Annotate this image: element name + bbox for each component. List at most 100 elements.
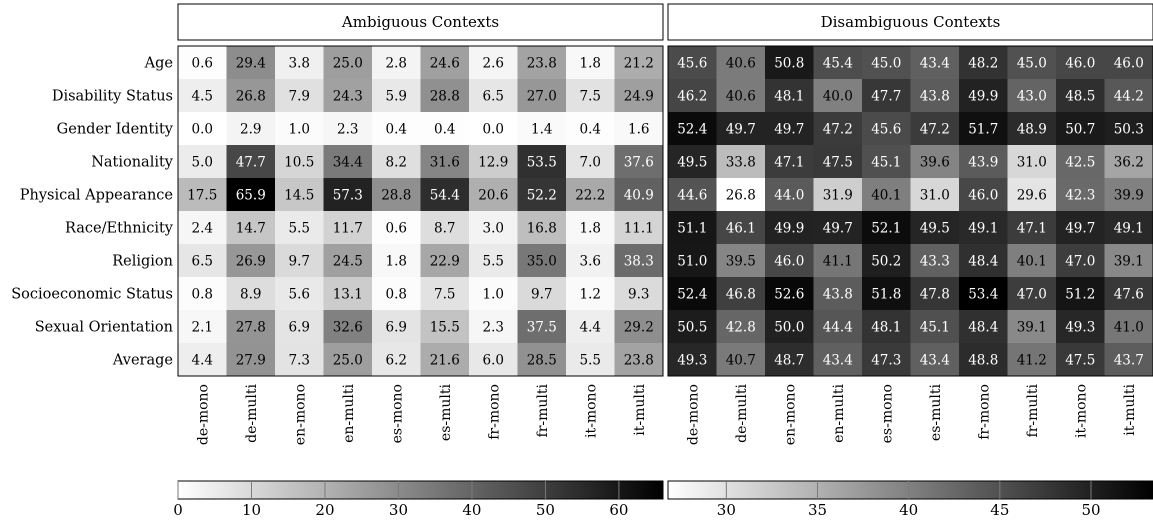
heatmap-cell: [1056, 211, 1105, 245]
row-label: Age: [144, 56, 173, 72]
cell-value-label: 50.3: [1114, 122, 1144, 138]
cell-value-label: 28.8: [381, 188, 411, 204]
cell-value-label: 45.6: [677, 56, 707, 72]
cell-value-label: 25.0: [333, 56, 363, 72]
cell-value-label: 3.8: [289, 56, 310, 72]
heatmap-cell: [813, 79, 863, 113]
cell-value-label: 49.7: [1065, 221, 1095, 237]
column-label: de-mono: [685, 384, 701, 445]
cell-value-label: 15.5: [430, 320, 460, 336]
cell-value-label: 51.7: [968, 122, 998, 138]
heatmap-cell: [1104, 112, 1153, 146]
column-label: fr-multi: [535, 383, 551, 437]
column-label: de-multi: [244, 383, 260, 442]
heatmap-cell: [716, 112, 766, 146]
cell-value-label: 34.4: [333, 155, 363, 171]
heatmap-cell: [275, 112, 324, 146]
cell-value-label: 50.5: [677, 320, 707, 336]
heatmap-cell: [862, 244, 911, 278]
heatmap-cell: [469, 46, 518, 80]
heatmap-cell: [614, 310, 664, 344]
heatmap-cell: [566, 277, 615, 311]
heatmap-cell: [226, 211, 276, 245]
cell-value-label: 37.5: [527, 320, 557, 336]
heatmap-cell: [323, 79, 373, 113]
cell-value-label: 48.8: [968, 353, 998, 369]
column-label: fr-mono: [976, 384, 992, 440]
column-label: es-mono: [879, 384, 895, 443]
heatmap-cell: [668, 178, 717, 212]
cell-value-label: 47.1: [1017, 221, 1047, 237]
cell-value-label: 29.2: [624, 320, 654, 336]
heatmap-cell: [716, 244, 766, 278]
cell-value-label: 27.9: [236, 353, 266, 369]
heatmap-cell: [765, 145, 814, 179]
heatmap-cell: [668, 145, 717, 179]
cell-value-label: 24.5: [333, 254, 363, 270]
cell-value-label: 48.2: [968, 56, 998, 72]
heatmap-cell: [323, 211, 373, 245]
heatmap-cell: [566, 112, 615, 146]
cell-value-label: 47.2: [920, 122, 950, 138]
cell-value-label: 43.4: [920, 56, 950, 72]
heatmap-cell: [716, 277, 766, 311]
cell-value-label: 0.6: [192, 56, 213, 72]
heatmap-cell: [323, 244, 373, 278]
heatmap-frame-disambiguous: [667, 45, 1153, 377]
cell-value-label: 26.9: [236, 254, 266, 270]
cell-value-label: 44.0: [774, 188, 804, 204]
cell-value-label: 1.4: [531, 122, 552, 138]
heatmap-cell: [420, 112, 470, 146]
heatmap-cell: [323, 112, 373, 146]
cell-value-label: 4.5: [192, 89, 213, 105]
heatmap-cell: [813, 310, 863, 344]
heatmap-cell: [614, 277, 664, 311]
cell-value-label: 45.0: [1017, 56, 1047, 72]
heatmap-cell: [372, 46, 421, 80]
cell-value-label: 51.1: [677, 221, 707, 237]
heatmap-cell: [517, 343, 567, 377]
cell-value-label: 16.8: [527, 221, 557, 237]
cell-value-label: 12.9: [478, 155, 508, 171]
cell-value-label: 2.9: [240, 122, 261, 138]
cell-value-label: 46.0: [1114, 56, 1144, 72]
colorbar-ambiguous: [177, 480, 664, 500]
cell-value-label: 5.5: [580, 353, 601, 369]
cell-value-label: 0.8: [192, 287, 213, 303]
cell-value-label: 0.0: [192, 122, 213, 138]
heatmap-cell: [765, 46, 814, 80]
cell-value-label: 7.5: [434, 287, 455, 303]
heatmap-cell: [517, 310, 567, 344]
cell-value-label: 9.3: [628, 287, 649, 303]
cell-value-label: 43.0: [1017, 89, 1047, 105]
cell-value-label: 7.9: [289, 89, 310, 105]
cell-value-label: 24.6: [430, 56, 460, 72]
cell-value-label: 17.5: [187, 188, 217, 204]
cell-value-label: 14.7: [236, 221, 266, 237]
heatmap-cell: [178, 178, 227, 212]
cell-value-label: 48.1: [774, 89, 804, 105]
heatmap-cell: [1056, 343, 1105, 377]
cell-value-label: 27.8: [236, 320, 266, 336]
heatmap-cell: [910, 211, 960, 245]
heatmap-cell: [910, 112, 960, 146]
heatmap-cell: [813, 178, 863, 212]
colorbar-tick-label: 0: [173, 501, 183, 519]
cell-value-label: 9.7: [531, 287, 552, 303]
heatmap-cell: [226, 277, 276, 311]
cell-value-label: 52.1: [871, 221, 901, 237]
cell-value-label: 26.8: [236, 89, 266, 105]
heatmap-cell: [862, 343, 911, 377]
cell-value-label: 52.4: [677, 287, 707, 303]
cell-value-label: 48.4: [968, 320, 998, 336]
cell-value-label: 0.8: [386, 287, 407, 303]
heatmap-cell: [226, 112, 276, 146]
heatmap-cell: [178, 112, 227, 146]
heatmap-cell: [517, 211, 567, 245]
heatmap-cell: [469, 277, 518, 311]
colorbar-tick-label: 20: [315, 501, 334, 519]
cell-value-label: 40.6: [726, 89, 756, 105]
heatmap-cell: [226, 343, 276, 377]
cell-value-label: 2.3: [337, 122, 358, 138]
heatmap-cell: [178, 310, 227, 344]
